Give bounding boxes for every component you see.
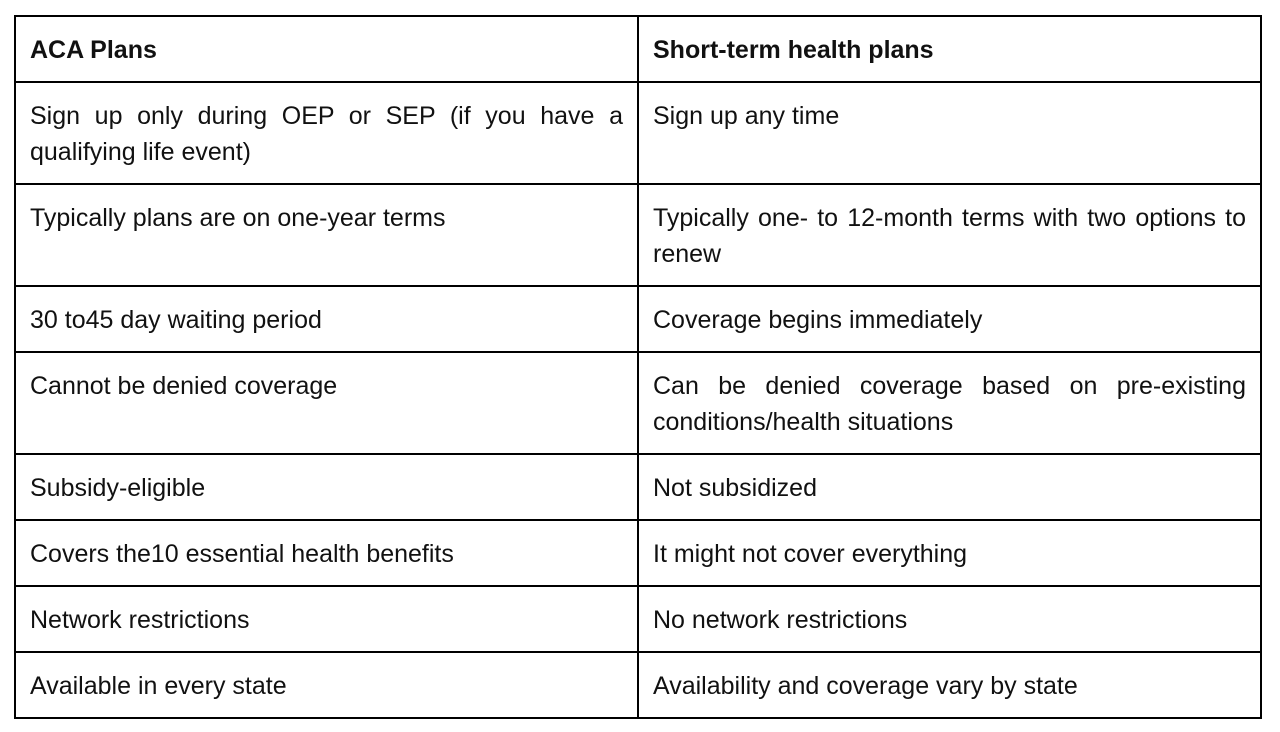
table-cell: Availability and coverage vary by state (637, 651, 1262, 719)
table-body: Sign up only during OEP or SEP (if you h… (14, 81, 1262, 719)
comparison-table: ACA Plans Short-term health plans Sign up… (14, 15, 1262, 719)
table-cell: Coverage begins immediately (637, 285, 1262, 353)
table-row: Typically plans are on one-year terms Typ… (14, 183, 1262, 287)
table-row: Cannot be denied coverage Can be denied c… (14, 351, 1262, 455)
header-cell: Short-term health plans (637, 15, 1262, 83)
table-row: 30 to45 day waiting period Coverage begin… (14, 285, 1262, 353)
table-cell: Available in every state (14, 651, 639, 719)
table-cell: Cannot be denied coverage (14, 351, 639, 455)
table-cell: Can be denied coverage based on pre-exis… (637, 351, 1262, 455)
table-cell: It might not cover everything (637, 519, 1262, 587)
table-row: Network restrictions No network restricti… (14, 585, 1262, 653)
header-row: ACA Plans Short-term health plans (14, 15, 1262, 83)
header-cell: ACA Plans (14, 15, 639, 83)
table-cell: Sign up only during OEP or SEP (if you h… (14, 81, 639, 185)
table-cell: Sign up any time (637, 81, 1262, 185)
table-row: Available in every state Availability and… (14, 651, 1262, 719)
table-head: ACA Plans Short-term health plans (14, 15, 1262, 83)
table-cell: Covers the10 essential health benefits (14, 519, 639, 587)
table-cell: Subsidy-eligible (14, 453, 639, 521)
table-cell: Not subsidized (637, 453, 1262, 521)
table-cell: Network restrictions (14, 585, 639, 653)
table-row: Covers the10 essential health benefits It… (14, 519, 1262, 587)
table-row: Subsidy-eligible Not subsidized (14, 453, 1262, 521)
table-cell: Typically plans are on one-year terms (14, 183, 639, 287)
table-cell: 30 to45 day waiting period (14, 285, 639, 353)
table-cell: Typically one- to 12-month terms with tw… (637, 183, 1262, 287)
table-cell: No network restrictions (637, 585, 1262, 653)
table-row: Sign up only during OEP or SEP (if you h… (14, 81, 1262, 185)
